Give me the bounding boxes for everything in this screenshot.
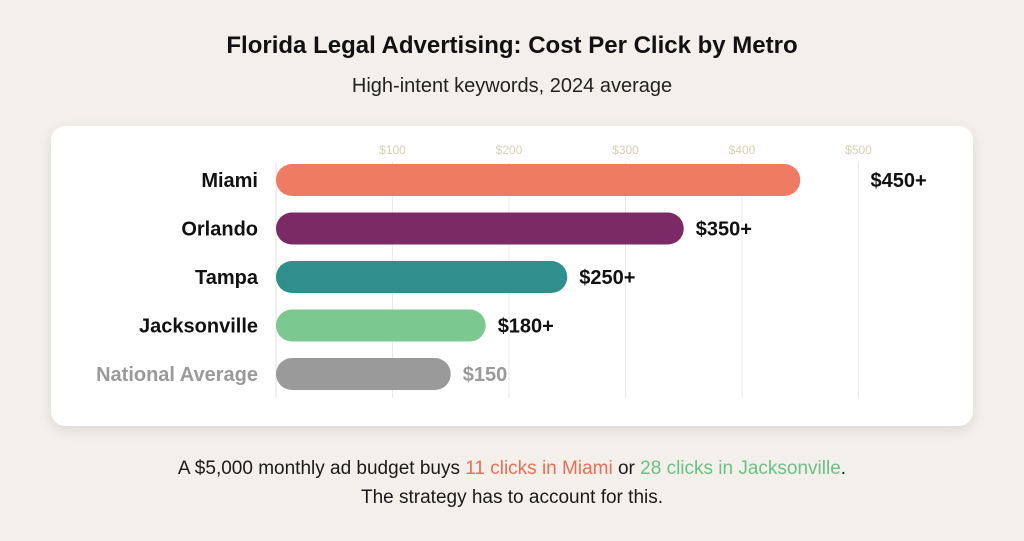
footer-line-1-prefix: A $5,000 monthly ad budget buys: [177, 458, 466, 479]
chart-title: Florida Legal Advertising: Cost Per Clic…: [226, 32, 798, 59]
category-label-orlando: Orlando: [181, 219, 258, 241]
bar-national-average: [276, 358, 451, 390]
value-label-tampa: $250+: [579, 267, 635, 289]
jacksonville-highlight: 28 clicks in Jacksonville: [640, 458, 841, 479]
x-tick-label-200: $200: [496, 143, 523, 157]
bar-orlando: [276, 212, 684, 245]
category-label-jacksonville: Jacksonville: [139, 316, 258, 338]
x-tick-label-100: $100: [379, 143, 406, 157]
value-label-orlando: $350+: [696, 219, 752, 241]
footer-note: A $5,000 monthly ad budget buys 11 click…: [0, 454, 1024, 512]
x-tick-label-500: $500: [845, 143, 872, 157]
x-tick-label-300: $300: [612, 143, 639, 157]
x-tick-label-400: $400: [729, 143, 756, 157]
footer-line-1: A $5,000 monthly ad budget buys 11 click…: [0, 454, 1024, 483]
chart-card: $100 $200 $300 $400 $500 Miami $450+ Orlando $35…: [51, 126, 973, 426]
chart-subtitle: High-intent keywords, 2024 average: [351, 75, 673, 97]
miami-highlight: 11 clicks in Miami: [465, 458, 613, 479]
bar-miami: [276, 164, 801, 196]
bar-chart: $100 $200 $300 $400 $500 Miami $450+ Orlando $35…: [96, 143, 927, 398]
bar-jacksonville: [276, 309, 486, 342]
category-label-miami: Miami: [201, 170, 258, 192]
footer-line-1-mid: or: [612, 458, 641, 479]
value-label-jacksonville: $180+: [498, 316, 554, 338]
value-label-national-average: $150: [463, 364, 508, 386]
footer-line-1-suffix: .: [840, 458, 847, 479]
category-label-national-average: National Average: [96, 364, 258, 386]
footer-line-2: The strategy has to account for this.: [360, 487, 664, 508]
value-label-miami: $450+: [871, 170, 927, 192]
category-label-tampa: Tampa: [195, 267, 259, 289]
bar-tampa: [276, 261, 568, 293]
